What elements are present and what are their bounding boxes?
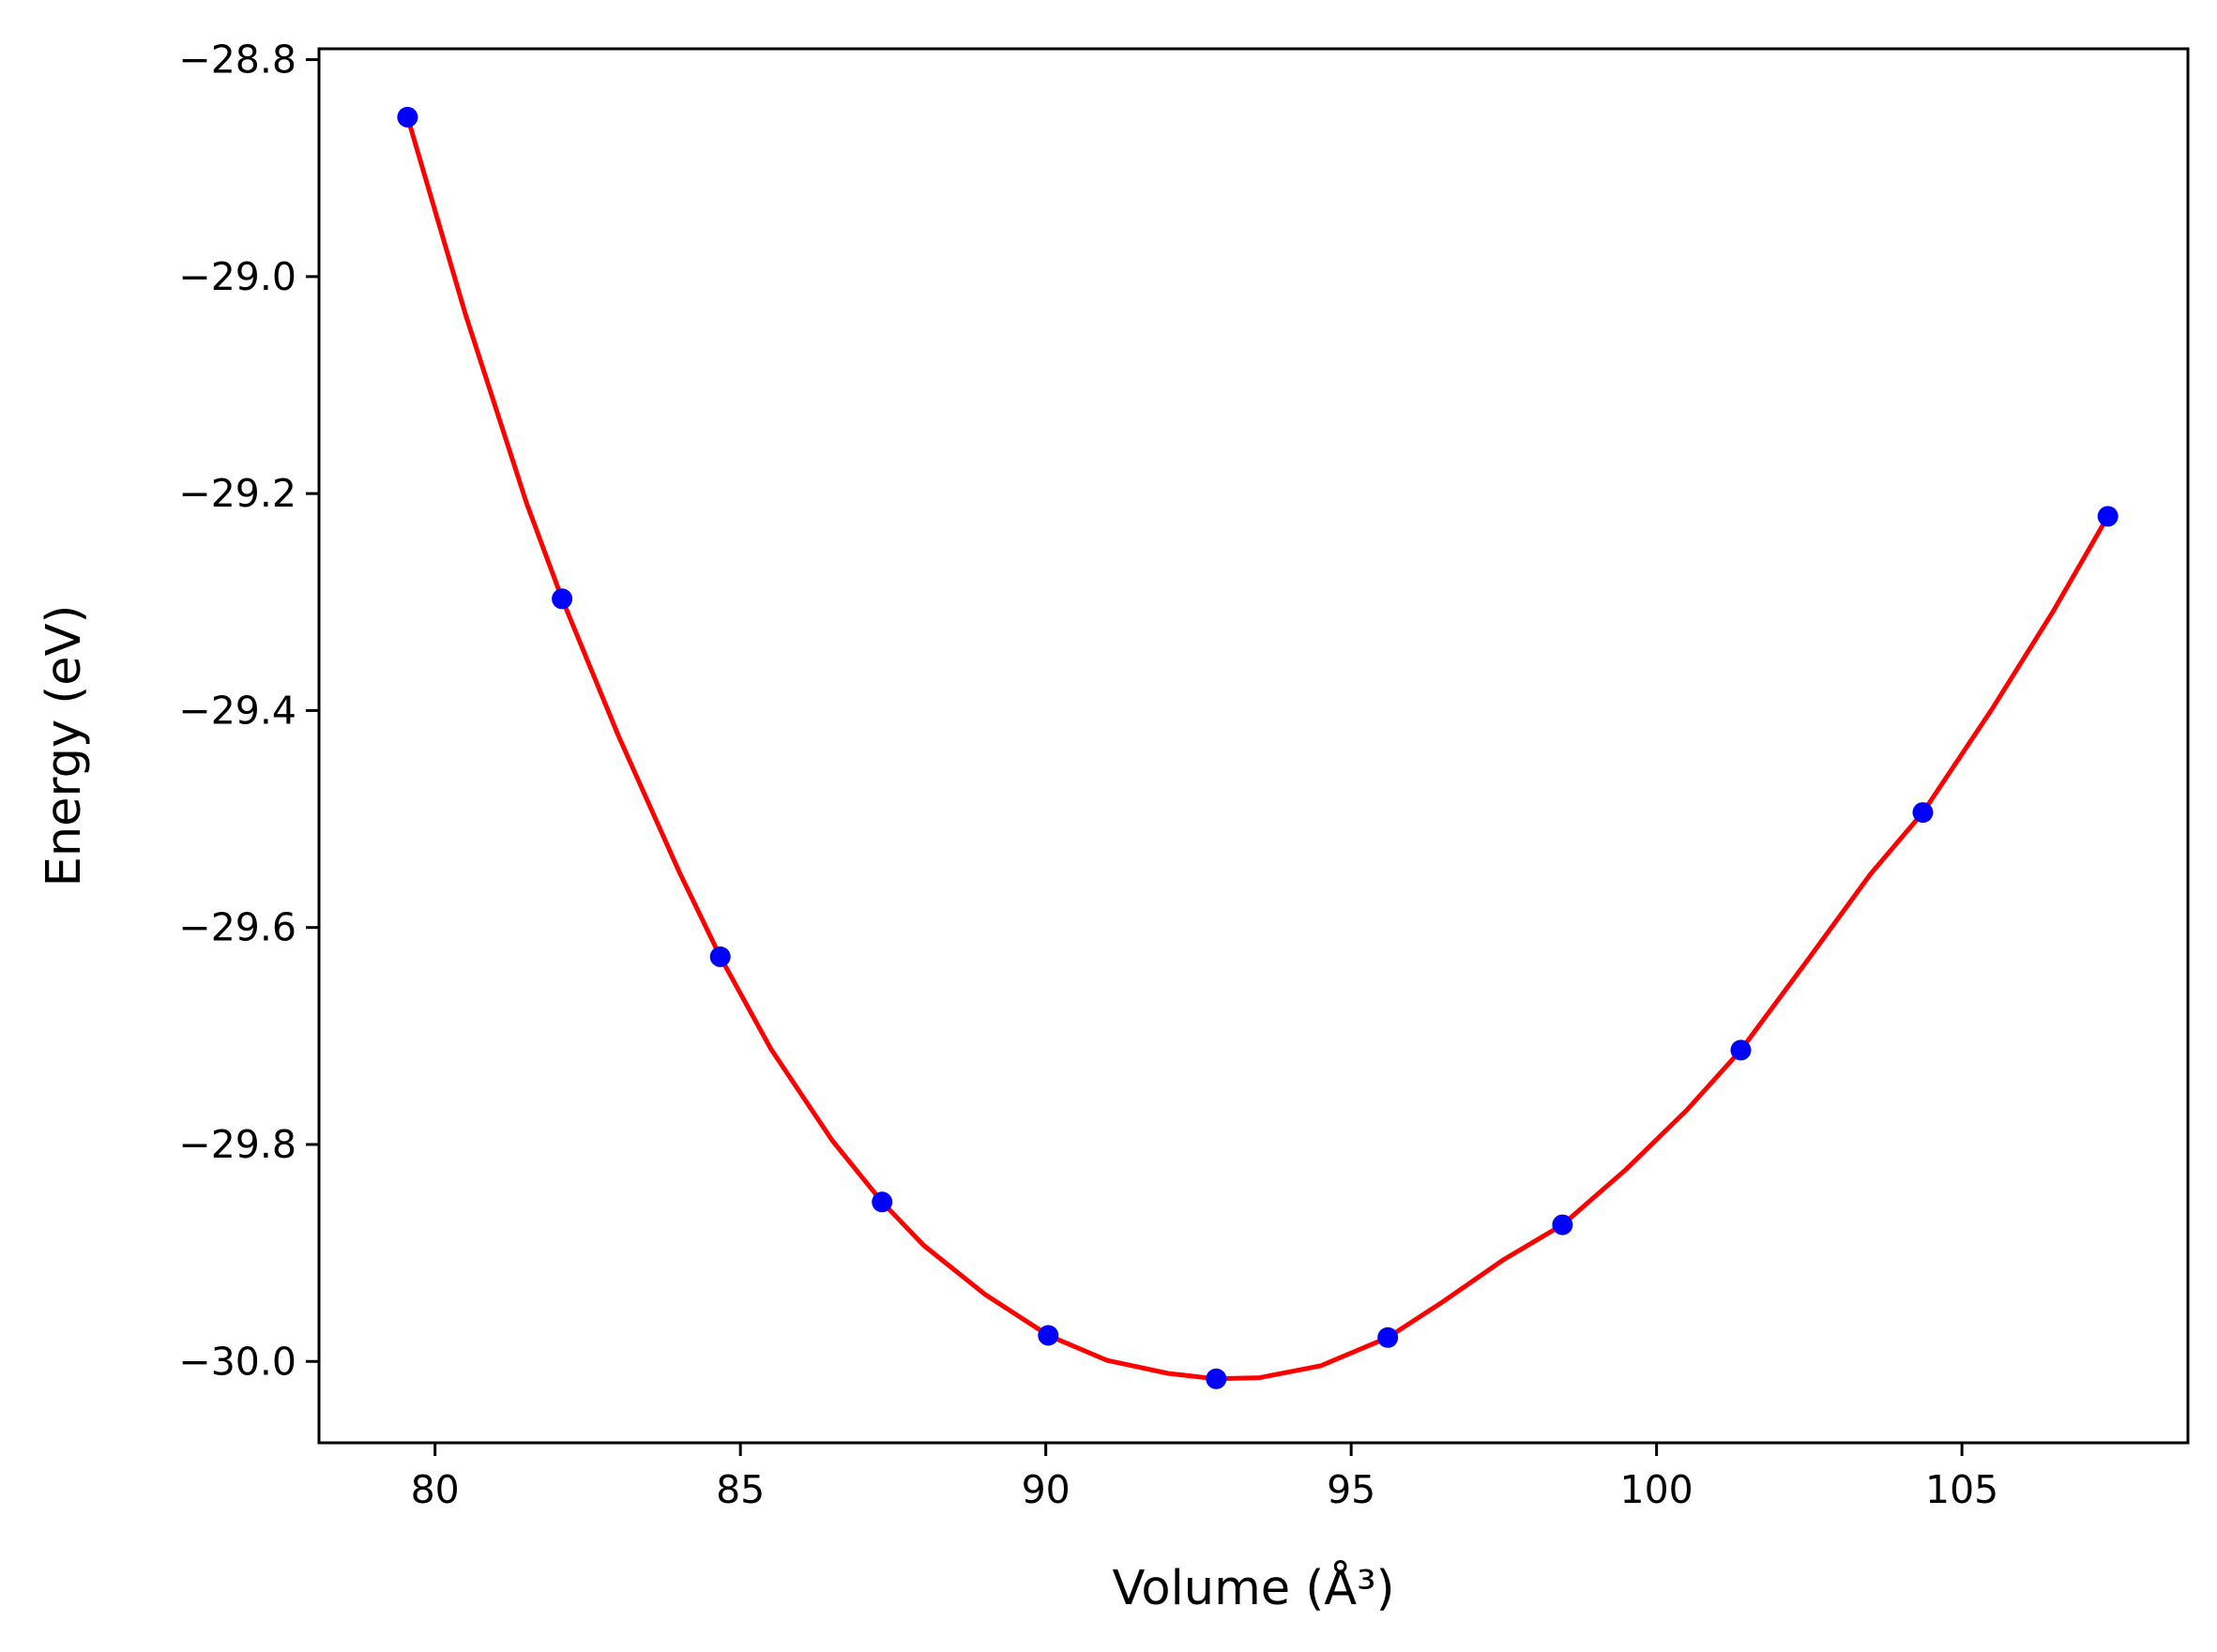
x-tick-label: 85: [716, 1467, 765, 1512]
y-tick-label: −29.8: [178, 1122, 296, 1167]
y-tick-label: −29.4: [178, 688, 296, 733]
y-tick-label: −29.6: [178, 905, 296, 950]
data-point: [1730, 1039, 1752, 1061]
x-tick-label: 100: [1620, 1467, 1693, 1512]
data-point: [1038, 1325, 1059, 1346]
data-point: [709, 946, 731, 967]
data-point: [552, 588, 573, 610]
y-tick-label: −28.8: [178, 38, 296, 83]
x-tick-label: 95: [1327, 1467, 1375, 1512]
y-axis-label: Energy (eV): [37, 605, 92, 887]
data-point: [1912, 802, 1934, 824]
data-point: [1552, 1214, 1573, 1235]
data-point: [397, 106, 418, 128]
y-tick-label: −29.2: [178, 471, 296, 516]
plot-frame: [317, 47, 2190, 1445]
y-axis: −28.8 −29.0 −29.2 −29.4 −29.6 −29.8 −30.0: [178, 38, 319, 1384]
fit-curve-line: [404, 114, 2111, 1382]
x-axis-label: Volume (Å³): [1112, 1558, 1394, 1616]
y-tick-label: −30.0: [178, 1339, 296, 1384]
data-point: [2097, 506, 2118, 527]
data-point: [1377, 1326, 1399, 1348]
y-tick-label: −29.0: [178, 254, 296, 299]
data-point: [1206, 1368, 1227, 1389]
data-point: [872, 1191, 893, 1213]
plot-area: [397, 106, 2118, 1389]
x-axis: 80 85 90 95 100 105: [411, 1443, 1998, 1512]
x-tick-label: 105: [1925, 1467, 1998, 1512]
x-tick-label: 90: [1022, 1467, 1071, 1512]
x-tick-label: 80: [411, 1467, 460, 1512]
